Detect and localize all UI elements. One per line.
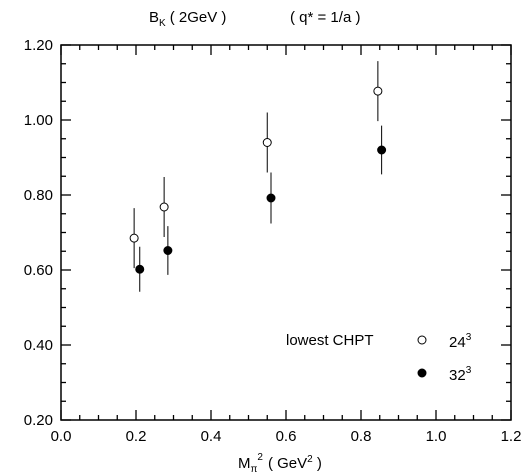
legend-prefix: lowest CHPT	[286, 332, 374, 349]
data-point-24	[262, 138, 272, 147]
y-tick-label: 1.20	[24, 37, 53, 54]
y-tick-label: 1.00	[24, 112, 53, 129]
plot-frame	[60, 44, 512, 421]
x-tick-label: 1.0	[426, 428, 447, 445]
x-tick-label: 0.2	[126, 428, 147, 445]
legend-marker-filled-circle	[417, 368, 427, 378]
chart-title: BK ( 2GeV )	[149, 9, 226, 29]
y-tick-label: 0.60	[24, 262, 53, 279]
legend-entry-32-base: 32	[449, 367, 466, 384]
x-tick-labels: 0.0 0.2 0.4 0.6 0.8 1.0 1.2	[51, 428, 522, 445]
y-tick-label: 0.20	[24, 412, 53, 429]
legend-entry-32: 323	[449, 365, 472, 384]
x-axis-title: Mπ2( GeV2 )	[238, 452, 322, 475]
y-tick-labels: 0.20 0.40 0.60 0.80 1.00 1.20	[24, 37, 53, 429]
data-point-24	[159, 202, 169, 212]
legend-entry-32-superscript: 3	[466, 365, 472, 376]
x-axis-title-unit-superscript: 2	[307, 454, 313, 465]
data-point-32	[266, 193, 276, 203]
x-tick-label: 1.2	[501, 428, 522, 445]
legend-entry-24-superscript: 3	[466, 332, 472, 343]
data-point-32	[135, 264, 145, 274]
x-axis-title-superscript: 2	[257, 452, 263, 463]
x-tick-label: 0.6	[276, 428, 297, 445]
legend-entry-24-base: 24	[449, 334, 466, 351]
legend: lowest CHPT 243 323	[286, 332, 472, 384]
data-point-24	[129, 233, 139, 243]
data-point-24	[373, 86, 383, 96]
title-main-subscript: K	[159, 18, 166, 29]
legend-marker-open-circle	[417, 335, 427, 345]
error-bars	[133, 61, 383, 292]
y-tick-label: 0.40	[24, 337, 53, 354]
x-tick-label: 0.0	[51, 428, 72, 445]
x-axis-title-subscript: π	[251, 464, 258, 475]
title-scale: ( 2GeV )	[170, 9, 227, 26]
axis-ticks	[60, 44, 512, 421]
title-main: B	[149, 9, 159, 26]
x-axis-title-main: M	[238, 455, 251, 472]
chart-title-qstar: ( q* = 1/a )	[290, 9, 360, 26]
x-axis-title-unit-close: )	[313, 455, 322, 472]
y-tick-label: 0.80	[24, 187, 53, 204]
legend-entry-24: 243	[449, 332, 472, 351]
x-axis-title-unit-open: ( GeV	[268, 455, 307, 472]
data-point-32	[377, 145, 387, 155]
x-tick-label: 0.8	[351, 428, 372, 445]
data-points	[129, 86, 387, 274]
x-tick-label: 0.4	[201, 428, 222, 445]
data-point-32	[163, 246, 173, 255]
